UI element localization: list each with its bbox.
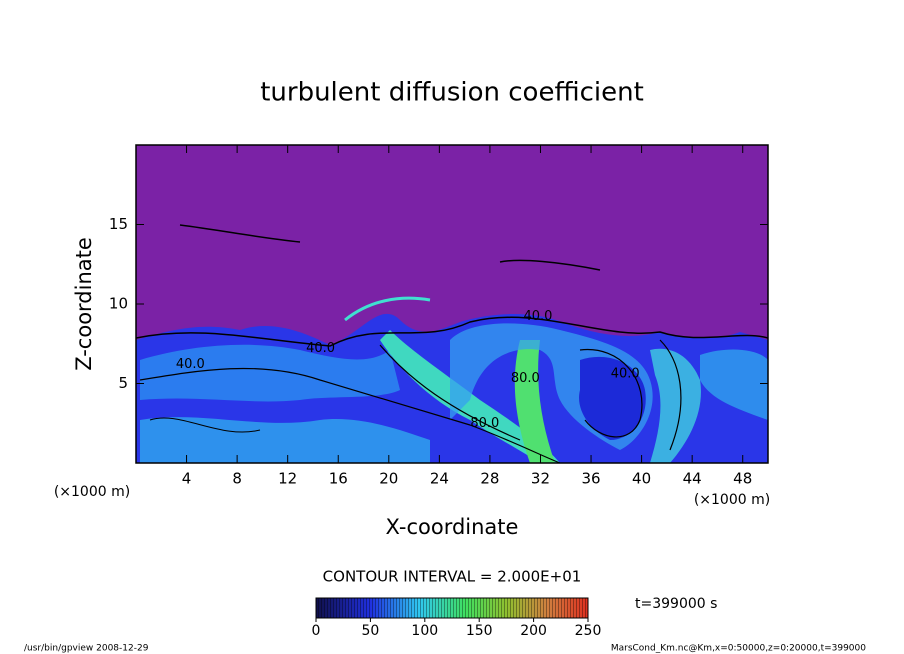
contour-label: 40.0	[306, 341, 335, 356]
colorbar-tick-label: 50	[361, 623, 379, 639]
x-tick-label: 32	[531, 470, 550, 488]
field	[136, 145, 768, 463]
x-tick-label: 8	[232, 470, 242, 488]
colorbar-frame	[315, 597, 589, 619]
colorbar-stripes	[316, 598, 588, 618]
y-axis-label: Z-coordinate	[72, 237, 96, 371]
x-tick-label: 36	[581, 470, 600, 488]
x-unit-right: (×1000 m)	[694, 492, 770, 508]
contour-label: 80.0	[511, 371, 540, 386]
x-tick-label: 28	[480, 470, 499, 488]
x-tick-label: 40	[632, 470, 651, 488]
x-tick-label: 12	[278, 470, 297, 488]
contour-interval: CONTOUR INTERVAL = 2.000E+01	[323, 568, 582, 586]
contour-label: 40.0	[611, 366, 640, 381]
x-axis-label: X-coordinate	[386, 515, 519, 539]
contour-label: 40.0	[523, 309, 552, 324]
y-tick-label: 5	[118, 374, 128, 392]
x-tick-label: 24	[430, 470, 449, 488]
contour-label: 80.0	[470, 416, 499, 431]
y-tick-label: 15	[109, 215, 128, 233]
contour-label: 40.0	[176, 357, 205, 372]
y-tick-label: 10	[109, 295, 128, 313]
footer-left: /usr/bin/gpview 2008-12-29	[24, 644, 149, 654]
x-tick-label: 48	[733, 470, 752, 488]
x-tick-label: 20	[379, 470, 398, 488]
colorbar-tick-label: 100	[411, 623, 438, 639]
x-tick-label: 44	[683, 470, 702, 488]
x-unit-left: (×1000 m)	[54, 484, 130, 500]
x-tick-label: 4	[182, 470, 192, 488]
chart-title: turbulent diffusion coefficient	[260, 78, 644, 108]
footer-right: MarsCond_Km.nc@Km,x=0:50000,z=0:20000,t=…	[611, 644, 866, 654]
colorbar-tick-label: 150	[466, 623, 493, 639]
x-tick-label: 16	[329, 470, 348, 488]
colorbar-tick-label: 250	[575, 623, 602, 639]
colorbar-tick-label: 200	[520, 623, 547, 639]
colorbar-tick-label: 0	[312, 623, 321, 639]
time-label: t=399000 s	[635, 596, 717, 612]
